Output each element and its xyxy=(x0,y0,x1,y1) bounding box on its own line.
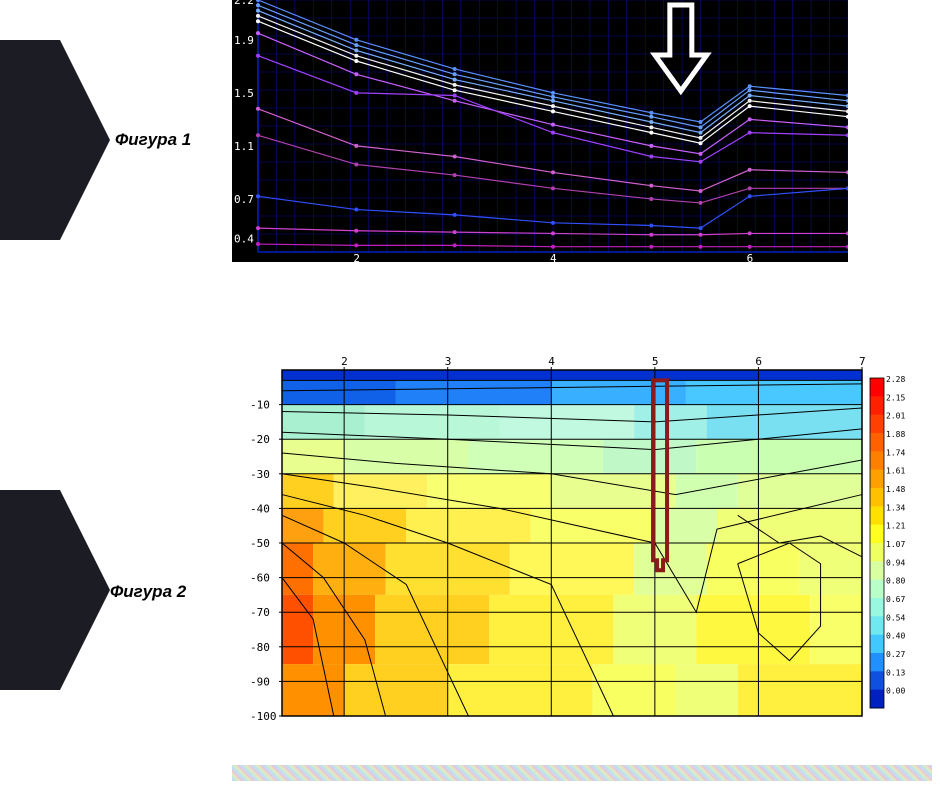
svg-text:-20: -20 xyxy=(250,433,270,446)
figure1-chart: 2.2 1.9 1.5 1.1 0.7 0.4 2 4 6 xyxy=(232,0,848,262)
svg-text:0.27: 0.27 xyxy=(886,650,905,659)
svg-text:0.54: 0.54 xyxy=(886,613,905,622)
svg-text:0.80: 0.80 xyxy=(886,577,905,586)
svg-text:1.88: 1.88 xyxy=(886,430,905,439)
svg-text:0.67: 0.67 xyxy=(886,595,905,604)
svg-text:6: 6 xyxy=(755,355,762,368)
svg-text:1.34: 1.34 xyxy=(886,503,905,512)
svg-text:2.28: 2.28 xyxy=(886,375,905,384)
noise-strip xyxy=(232,765,932,781)
svg-text:0.40: 0.40 xyxy=(886,632,905,641)
svg-text:0.94: 0.94 xyxy=(886,558,905,567)
svg-text:5: 5 xyxy=(652,355,659,368)
svg-text:1.48: 1.48 xyxy=(886,485,905,494)
svg-text:4: 4 xyxy=(550,252,557,262)
svg-text:1.61: 1.61 xyxy=(886,467,905,476)
label-pointer-2 xyxy=(0,490,60,690)
svg-text:6: 6 xyxy=(747,252,754,262)
svg-text:1.5: 1.5 xyxy=(234,87,254,100)
svg-text:1.07: 1.07 xyxy=(886,540,905,549)
svg-text:1.74: 1.74 xyxy=(886,448,905,457)
svg-text:-90: -90 xyxy=(250,675,270,688)
svg-text:-70: -70 xyxy=(250,606,270,619)
svg-text:-40: -40 xyxy=(250,502,270,515)
svg-text:-10: -10 xyxy=(250,399,270,412)
svg-text:0.7: 0.7 xyxy=(234,193,254,206)
svg-text:-60: -60 xyxy=(250,572,270,585)
svg-text:2: 2 xyxy=(341,355,348,368)
svg-text:3: 3 xyxy=(445,355,452,368)
svg-text:4: 4 xyxy=(548,355,555,368)
svg-text:2.15: 2.15 xyxy=(886,393,905,402)
svg-text:1.1: 1.1 xyxy=(234,140,254,153)
svg-text:-80: -80 xyxy=(250,641,270,654)
svg-text:7: 7 xyxy=(859,355,866,368)
figure2-label: Фигура 2 xyxy=(110,582,186,602)
figure2-heatmap: 2 3 4 5 6 7 -10 -20 -30 -40 -50 -60 -70 -80 -90 -100 2.2… xyxy=(232,352,932,734)
svg-text:0.4: 0.4 xyxy=(234,233,254,246)
figure1-label: Фигура 1 xyxy=(115,130,191,150)
svg-text:1.9: 1.9 xyxy=(234,34,254,47)
svg-text:2.2: 2.2 xyxy=(234,0,254,7)
svg-text:0.13: 0.13 xyxy=(886,668,905,677)
svg-text:-100: -100 xyxy=(250,710,277,723)
label-pointer-1 xyxy=(0,40,60,240)
svg-text:2: 2 xyxy=(353,252,360,262)
svg-text:2.01: 2.01 xyxy=(886,412,905,421)
svg-text:0.00: 0.00 xyxy=(886,687,905,696)
svg-text:1.21: 1.21 xyxy=(886,522,905,531)
svg-text:-50: -50 xyxy=(250,537,270,550)
svg-text:-30: -30 xyxy=(250,468,270,481)
